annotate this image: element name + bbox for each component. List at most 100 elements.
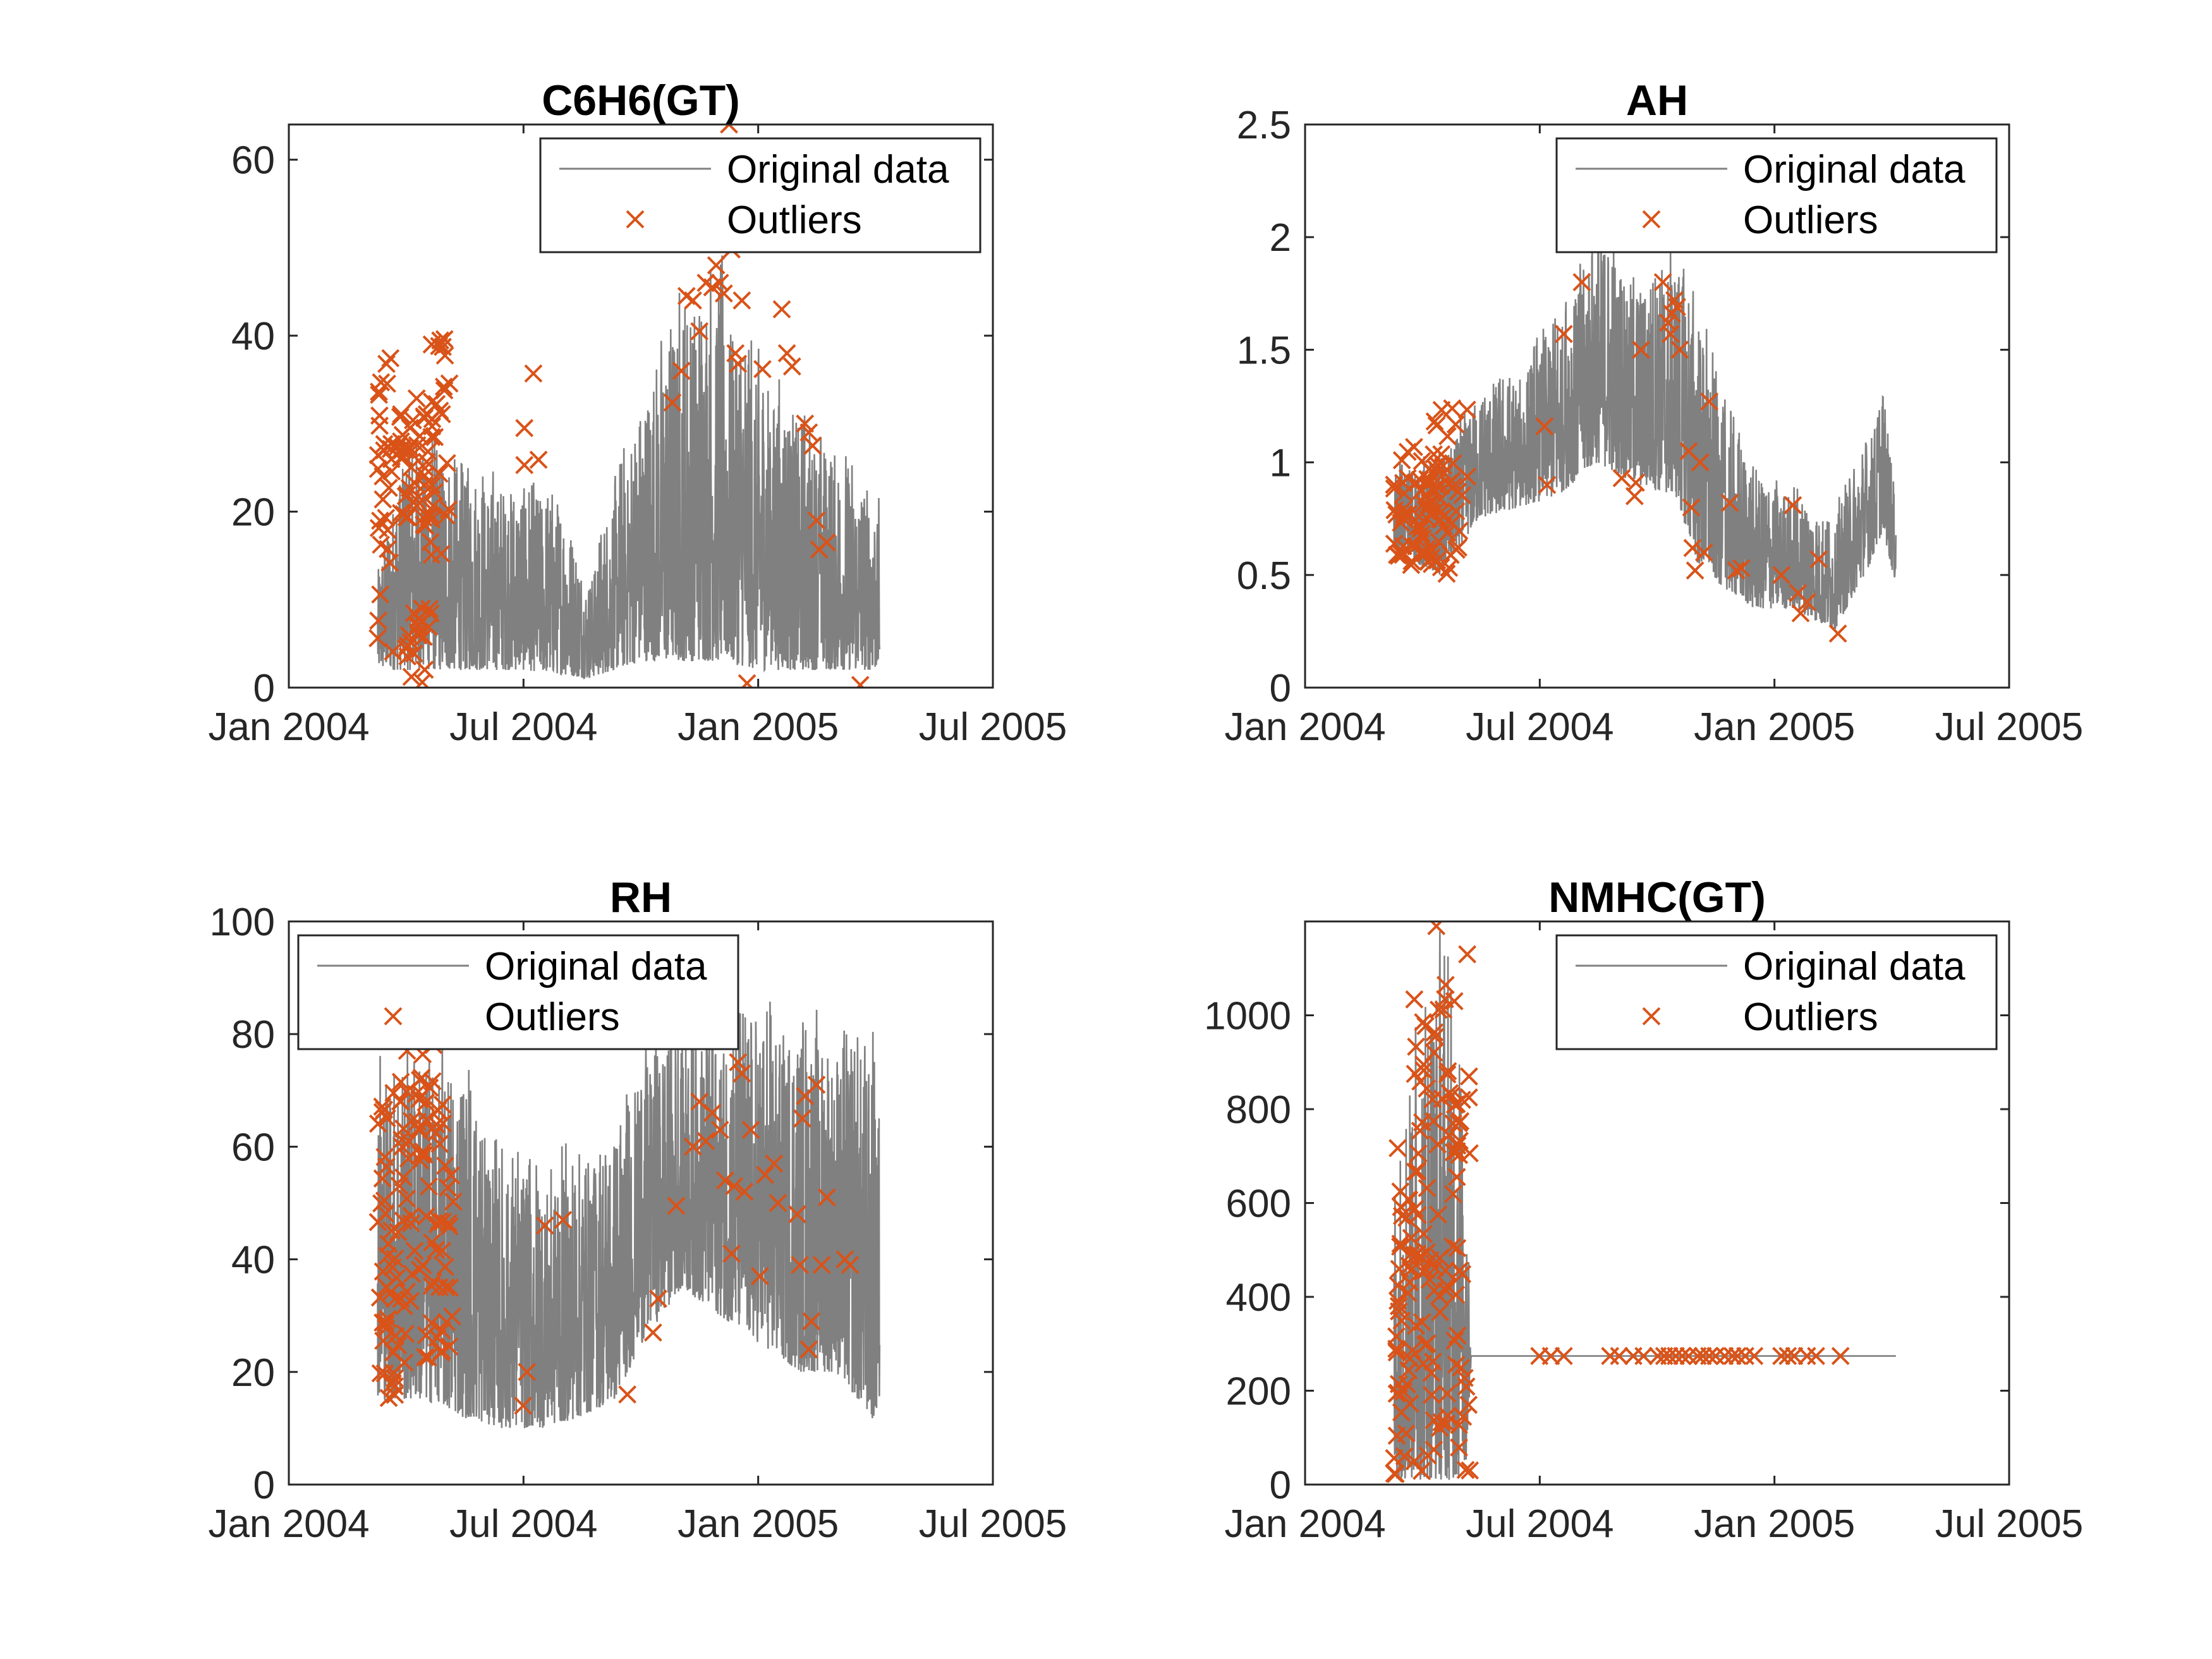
y-tick-label: 40 xyxy=(231,1239,275,1282)
outlier-marker xyxy=(1612,469,1631,487)
outlier-marker xyxy=(529,451,548,469)
outlier-marker xyxy=(422,1313,441,1332)
outlier-marker xyxy=(437,1278,455,1297)
outlier-marker xyxy=(1436,976,1455,994)
outlier-marker xyxy=(1455,1368,1474,1387)
outlier-marker xyxy=(389,1223,408,1242)
outlier-marker xyxy=(672,362,691,380)
outlier-marker xyxy=(750,1267,769,1285)
outlier-marker xyxy=(1720,494,1739,513)
outlier-marker xyxy=(395,1353,414,1372)
outlier-marker xyxy=(420,599,439,618)
outlier-marker xyxy=(376,1204,395,1223)
outliers xyxy=(368,125,870,688)
outlier-marker xyxy=(1670,340,1689,359)
y-tick-label: 80 xyxy=(231,1013,275,1057)
outlier-marker xyxy=(1407,1037,1426,1056)
outlier-marker xyxy=(415,628,433,647)
outlier-marker xyxy=(1446,415,1465,434)
chart-title: AH xyxy=(1626,76,1688,125)
outlier-marker xyxy=(1429,1205,1447,1224)
outlier-marker xyxy=(381,349,400,368)
outlier-marker xyxy=(690,322,709,341)
outlier-marker xyxy=(696,1132,715,1150)
outlier-marker xyxy=(1448,1136,1467,1155)
y-tick-label: 1 xyxy=(1270,442,1291,485)
outlier-marker xyxy=(1791,604,1810,623)
outlier-marker xyxy=(725,1177,744,1196)
outlier-marker xyxy=(817,533,836,552)
outlier-marker xyxy=(1427,921,1446,935)
outlier-marker xyxy=(1668,298,1686,317)
outlier-marker xyxy=(684,291,702,310)
outlier-marker xyxy=(418,442,437,461)
outlier-marker xyxy=(423,392,441,411)
outlier-marker xyxy=(1456,1461,1475,1480)
outlier-marker xyxy=(1694,543,1713,562)
outlier-marker xyxy=(401,1292,420,1310)
outlier-marker xyxy=(1447,1167,1466,1186)
outlier-marker xyxy=(1661,325,1680,343)
x-tick-label: Jan 2004 xyxy=(1224,1502,1385,1546)
outlier-marker xyxy=(371,585,390,604)
outlier-marker xyxy=(392,1130,411,1149)
outlier-marker xyxy=(373,1169,392,1188)
outlier-marker xyxy=(1443,1184,1462,1203)
outlier-marker xyxy=(1425,412,1444,431)
outlier-marker xyxy=(1387,1327,1406,1346)
outliers xyxy=(368,1036,860,1415)
outlier-marker xyxy=(1385,479,1404,498)
outlier-marker xyxy=(1418,1334,1437,1353)
outlier-marker xyxy=(1459,1088,1478,1107)
subplot-grid: Jan 2004 Jul 2004 Jan 2005 Jul 20050204060C… xyxy=(208,76,2083,1546)
outlier-marker xyxy=(394,1168,413,1187)
outlier-marker xyxy=(1434,507,1453,526)
outlier-marker xyxy=(788,1205,806,1224)
outlier-marker xyxy=(756,1165,774,1184)
outlier-marker xyxy=(1402,556,1421,574)
outlier-marker xyxy=(443,1307,461,1326)
outlier-marker xyxy=(379,1234,398,1253)
outlier-marker xyxy=(391,1092,410,1111)
legend-box xyxy=(539,137,981,253)
outlier-marker xyxy=(1443,454,1462,473)
outlier-marker xyxy=(1445,1331,1464,1350)
x-tick-label: Jul 2005 xyxy=(1935,705,2083,749)
outlier-marker xyxy=(1449,482,1468,501)
outlier-marker xyxy=(1450,1261,1469,1280)
legend-marker-swatch xyxy=(384,1007,403,1026)
outlier-marker xyxy=(1405,1452,1424,1471)
outlier-marker xyxy=(432,404,451,423)
outlier-marker xyxy=(399,1149,418,1168)
outlier-marker xyxy=(378,374,396,393)
outlier-marker xyxy=(433,1321,452,1340)
outlier-marker xyxy=(618,1385,637,1404)
plot-content xyxy=(1385,236,1897,643)
outlier-marker xyxy=(1389,1139,1407,1158)
outlier-marker xyxy=(1653,273,1672,291)
outlier-marker xyxy=(1538,475,1557,494)
outlier-marker xyxy=(401,633,420,652)
x-tick-label: Jul 2004 xyxy=(1466,705,1613,749)
outlier-marker xyxy=(1442,1086,1461,1105)
outlier-marker xyxy=(1413,1313,1431,1332)
outlier-marker xyxy=(389,1336,408,1355)
outlier-marker xyxy=(1449,538,1468,557)
y-tick-label: 0 xyxy=(1270,1464,1291,1507)
outlier-marker xyxy=(1660,1347,1679,1365)
legend-box xyxy=(297,934,739,1050)
outlier-marker xyxy=(729,355,748,374)
outlier-marker xyxy=(1406,1200,1425,1218)
outlier-marker xyxy=(1686,561,1705,580)
outlier-marker xyxy=(1431,490,1450,509)
axes-frame xyxy=(288,920,994,1486)
subplot-2: Jan 2004 Jul 2004 Jan 2005 Jul 2005 0 0.5 1 1.5… xyxy=(1224,76,2083,749)
outlier-marker xyxy=(1426,1028,1445,1047)
outlier-marker xyxy=(663,393,682,412)
outlier-marker xyxy=(1445,992,1464,1011)
outlier-marker xyxy=(684,1137,702,1156)
outlier-marker xyxy=(1422,1364,1441,1382)
outlier-marker xyxy=(412,1068,431,1087)
outlier-marker xyxy=(1408,1206,1427,1224)
outlier-marker xyxy=(1447,1285,1466,1304)
